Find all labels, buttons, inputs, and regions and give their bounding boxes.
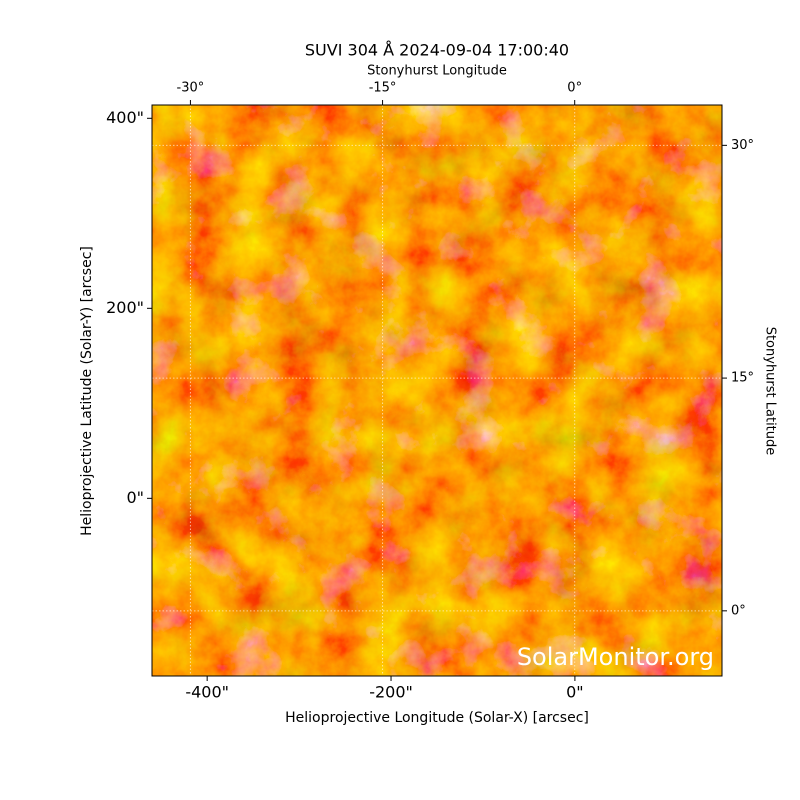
y-tick-label: 0" (126, 488, 144, 507)
solar-image-texture (152, 105, 722, 676)
y-tick-label: 200" (106, 298, 144, 317)
x2-label: Stonyhurst Longitude (367, 64, 507, 79)
x-tick-label: -400" (185, 683, 229, 702)
y-label: Helioprojective Latitude (Solar-Y) [arcs… (79, 246, 95, 536)
y2-tick-label: 30° (731, 138, 754, 153)
watermark: SolarMonitor.org (517, 643, 714, 671)
y2-tick-label: 15° (731, 371, 754, 386)
x-label: Helioprojective Longitude (Solar-X) [arc… (285, 710, 589, 726)
x-tick-label: -200" (369, 683, 413, 702)
x2-tick-label: -30° (177, 81, 205, 96)
x-tick-label: 0" (566, 683, 584, 702)
x2-tick-label: 0° (567, 81, 582, 96)
axes-frame (151, 104, 723, 677)
y2-label: Stonyhurst Latitude (763, 327, 778, 456)
grid-layer (152, 105, 722, 676)
chart-title: SUVI 304 Å 2024-09-04 17:00:40 (305, 41, 569, 60)
y-tick-label: 400" (106, 108, 144, 127)
x2-tick-label: -15° (369, 81, 397, 96)
y2-tick-label: 0° (731, 603, 746, 618)
